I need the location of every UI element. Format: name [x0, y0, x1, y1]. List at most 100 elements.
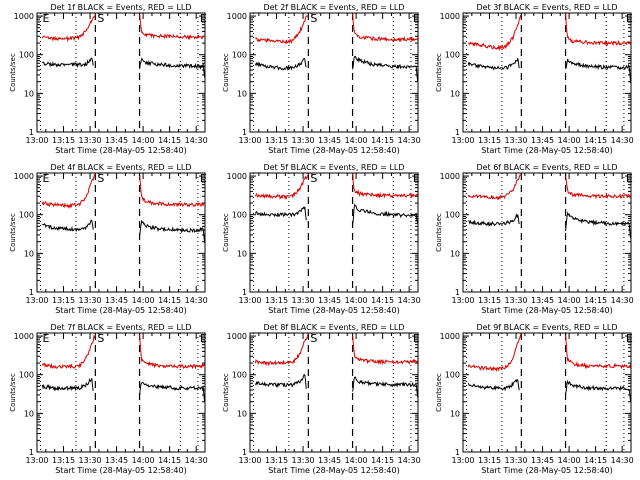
lld-series-line [139, 334, 206, 370]
panel-title: Det 7f BLACK = Events, RED = LLD [50, 323, 191, 332]
x-tick-label: 13:00 [451, 456, 474, 465]
x-tick-label: 14:30 [185, 136, 208, 145]
y-tick-label: 1000 [14, 332, 34, 341]
events-series-line [254, 57, 307, 71]
x-axis-label: Start Time (28-May-05 12:58:40) [481, 146, 612, 155]
marker-label: E [200, 12, 207, 25]
panel-title: Det 6f BLACK = Events, RED = LLD [476, 163, 617, 172]
y-tick-label: 100 [232, 211, 247, 220]
panel-title: Det 2f BLACK = Events, RED = LLD [263, 3, 404, 12]
x-tick-label: 13:30 [505, 136, 528, 145]
marker-label: E [413, 12, 420, 25]
x-tick-label: 13:15 [265, 296, 288, 305]
x-tick-label: 13:45 [531, 136, 554, 145]
x-tick-label: 13:00 [25, 456, 48, 465]
y-tick-label: 1 [455, 288, 460, 297]
y-tick-label: 10 [237, 409, 247, 418]
y-tick-label: 1 [455, 128, 460, 137]
y-axis-label: Counts/sec [222, 53, 230, 92]
x-tick-label: 14:30 [611, 296, 634, 305]
y-tick-label: 1 [455, 448, 460, 457]
marker-label: S [310, 332, 317, 345]
marker-label: S [310, 12, 317, 25]
plot-frame [462, 12, 632, 133]
y-tick-label: 100 [445, 211, 460, 220]
events-series-line [42, 57, 94, 69]
lld-series-line [467, 14, 522, 51]
y-tick-label: 1 [242, 448, 247, 457]
marker-label: S [97, 12, 104, 25]
x-tick-label: 14:15 [584, 136, 607, 145]
y-tick-label: 100 [445, 51, 460, 60]
chart-panel-3: Det 3f BLACK = Events, RED = LLD 1 10 100 10… [435, 3, 634, 155]
panel-title: Det 5f BLACK = Events, RED = LLD [263, 163, 404, 172]
y-axis-label: Counts/sec [9, 373, 17, 412]
chart-panel-2: Det 2f BLACK = Events, RED = LLD 1 10 100 10… [222, 3, 421, 155]
lld-series-line [565, 335, 632, 370]
y-axis-label: Counts/sec [435, 53, 443, 92]
y-axis-label: Counts/sec [9, 213, 17, 252]
x-tick-label: 13:00 [451, 296, 474, 305]
x-tick-label: 13:45 [318, 296, 341, 305]
x-tick-label: 14:00 [132, 136, 155, 145]
y-tick-label: 100 [445, 371, 460, 380]
x-tick-label: 13:45 [318, 456, 341, 465]
x-tick-label: 13:00 [451, 136, 474, 145]
events-series-line [139, 381, 206, 402]
lld-series-line [565, 176, 632, 200]
x-axis-label: Start Time (28-May-05 12:58:40) [268, 466, 399, 475]
x-tick-label: 13:45 [531, 456, 554, 465]
y-tick-label: 1 [29, 288, 34, 297]
x-tick-label: 13:45 [105, 136, 128, 145]
x-tick-label: 13:45 [531, 296, 554, 305]
x-tick-label: 13:30 [292, 296, 315, 305]
panel-title: Det 8f BLACK = Events, RED = LLD [263, 323, 404, 332]
y-axis-label: Counts/sec [222, 373, 230, 412]
y-tick-label: 1000 [440, 332, 460, 341]
marker-label: E [200, 172, 207, 185]
y-tick-label: 1 [29, 448, 34, 457]
events-series-line [352, 203, 419, 225]
panel-title: Det 4f BLACK = Events, RED = LLD [50, 163, 191, 172]
chart-panel-7: Det 7f BLACK = Events, RED = LLD 1 10 100 10… [9, 323, 208, 475]
y-tick-label: 10 [24, 409, 34, 418]
y-axis-label: Counts/sec [9, 53, 17, 92]
y-tick-label: 1 [242, 288, 247, 297]
lld-series-line [139, 175, 205, 208]
x-tick-label: 13:15 [478, 136, 501, 145]
x-tick-label: 13:30 [505, 296, 528, 305]
marker-label: E [43, 172, 50, 185]
x-tick-label: 14:15 [371, 296, 394, 305]
x-tick-label: 14:30 [611, 456, 634, 465]
y-tick-label: 1000 [227, 172, 247, 181]
x-tick-label: 13:45 [318, 136, 341, 145]
y-tick-label: 1000 [14, 12, 34, 21]
plot-frame [462, 172, 632, 293]
x-tick-label: 14:15 [158, 456, 181, 465]
events-series-line [42, 219, 94, 232]
plot-frame [36, 332, 206, 453]
chart-panel-1: Det 1f BLACK = Events, RED = LLD 1 10 100 10… [9, 3, 208, 155]
y-tick-label: 10 [450, 409, 460, 418]
x-tick-label: 14:15 [158, 136, 181, 145]
x-tick-label: 13:30 [79, 136, 102, 145]
chart-panel-4: Det 4f BLACK = Events, RED = LLD 1 10 100 10… [9, 163, 208, 315]
x-tick-label: 13:15 [52, 296, 75, 305]
lld-series-line [467, 173, 522, 201]
marker-label: S [97, 172, 104, 185]
lld-series-line [254, 15, 309, 45]
marker-label: E [413, 332, 420, 345]
panel-title: Det 9f BLACK = Events, RED = LLD [476, 323, 617, 332]
x-tick-label: 13:15 [265, 136, 288, 145]
x-axis-label: Start Time (28-May-05 12:58:40) [268, 306, 399, 315]
x-tick-label: 14:00 [558, 296, 581, 305]
x-tick-label: 13:00 [25, 296, 48, 305]
chart-panel-9: Det 9f BLACK = Events, RED = LLD 1 10 100 10… [435, 323, 634, 475]
lld-series-line [352, 13, 419, 43]
panel-title: Det 1f BLACK = Events, RED = LLD [50, 3, 191, 12]
lld-series-line [254, 173, 309, 201]
y-tick-label: 10 [24, 89, 34, 98]
lld-series-line [41, 173, 96, 209]
lld-series-line [352, 172, 419, 199]
